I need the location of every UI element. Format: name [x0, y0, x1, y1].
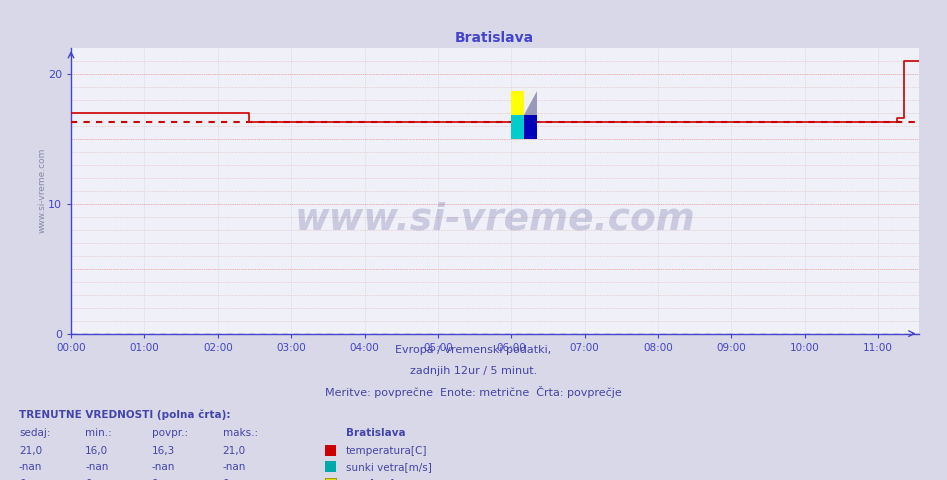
Text: maks.:: maks.:	[223, 428, 258, 438]
Text: 16,3: 16,3	[152, 446, 175, 456]
Text: www.si-vreme.com: www.si-vreme.com	[295, 202, 695, 238]
Text: -nan: -nan	[152, 462, 175, 472]
Text: Meritve: povprečne  Enote: metrične  Črta: povprečje: Meritve: povprečne Enote: metrične Črta:…	[325, 386, 622, 398]
Text: min.:: min.:	[85, 428, 112, 438]
Text: sedaj:: sedaj:	[19, 428, 50, 438]
Text: 0: 0	[19, 479, 26, 480]
Text: sneg[cm]: sneg[cm]	[346, 479, 395, 480]
Title: Bratislava: Bratislava	[456, 32, 534, 46]
Text: 0: 0	[223, 479, 229, 480]
Text: povpr.:: povpr.:	[152, 428, 188, 438]
Text: Evropa / vremenski podatki,: Evropa / vremenski podatki,	[396, 345, 551, 355]
Text: temperatura[C]: temperatura[C]	[346, 446, 427, 456]
Text: zadnjih 12ur / 5 minut.: zadnjih 12ur / 5 minut.	[410, 366, 537, 376]
Text: -nan: -nan	[223, 462, 246, 472]
Polygon shape	[524, 91, 537, 115]
Text: 0: 0	[85, 479, 92, 480]
Text: Bratislava: Bratislava	[346, 428, 405, 438]
Text: TRENUTNE VREDNOSTI (polna črta):: TRENUTNE VREDNOSTI (polna črta):	[19, 409, 230, 420]
Bar	[524, 115, 537, 139]
Bar	[510, 115, 524, 139]
Y-axis label: www.si-vreme.com: www.si-vreme.com	[38, 148, 46, 233]
Text: -nan: -nan	[19, 462, 43, 472]
Text: -nan: -nan	[85, 462, 109, 472]
Bar	[510, 91, 524, 115]
Text: 21,0: 21,0	[19, 446, 42, 456]
Text: 0: 0	[152, 479, 158, 480]
Polygon shape	[524, 91, 537, 115]
Text: 21,0: 21,0	[223, 446, 245, 456]
Text: sunki vetra[m/s]: sunki vetra[m/s]	[346, 462, 432, 472]
Text: 16,0: 16,0	[85, 446, 108, 456]
